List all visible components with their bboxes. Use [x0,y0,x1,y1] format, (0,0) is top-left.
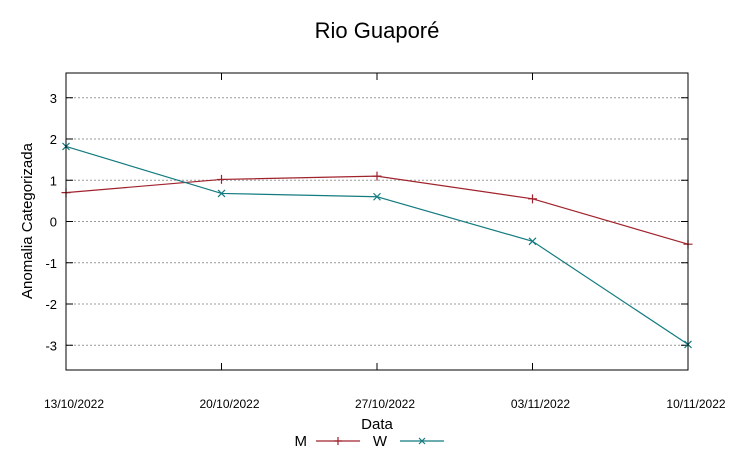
grid-lines [66,97,688,346]
data-point-w [373,192,381,201]
legend-marker-m [334,437,342,445]
x-axis-ticks: 13/10/2022 20/10/2022 27/10/2022 03/11/2022… [44,73,726,411]
series-line-m [65,175,689,245]
y-tick-label: -2 [45,297,57,312]
y-tick-label: 1 [50,173,57,188]
legend-marker-w [418,437,426,445]
y-tick-label: 2 [50,132,57,147]
y-tick-label: 3 [50,91,57,106]
data-point-w [528,237,537,246]
x-tick-label: 10/11/2022 [666,397,725,411]
y-axis-label: Anomalia Categorizada [19,142,36,299]
series-layer [61,142,693,349]
y-tick-label: -1 [45,256,57,271]
data-point-w [217,189,226,198]
y-tick-label: 0 [50,215,57,230]
y-axis-ticks: 3 2 1 0 -1 -2 -3 [45,91,688,353]
y-tick-label: -3 [45,338,57,353]
x-axis-label: Data [361,416,393,433]
x-tick-label: 13/10/2022 [44,397,104,411]
chart-title: Rio Guaporé [315,18,440,43]
legend: M W [295,433,444,450]
data-point-m [217,174,226,184]
data-point-m [528,194,537,204]
x-tick-label: 20/10/2022 [199,397,259,411]
plot-frame [65,72,689,371]
legend-label-m: M [295,433,308,450]
data-point-m [372,171,382,181]
legend-label-w: W [373,433,388,450]
x-tick-label: 27/10/2022 [355,397,415,411]
x-tick-label: 03/11/2022 [511,397,570,411]
